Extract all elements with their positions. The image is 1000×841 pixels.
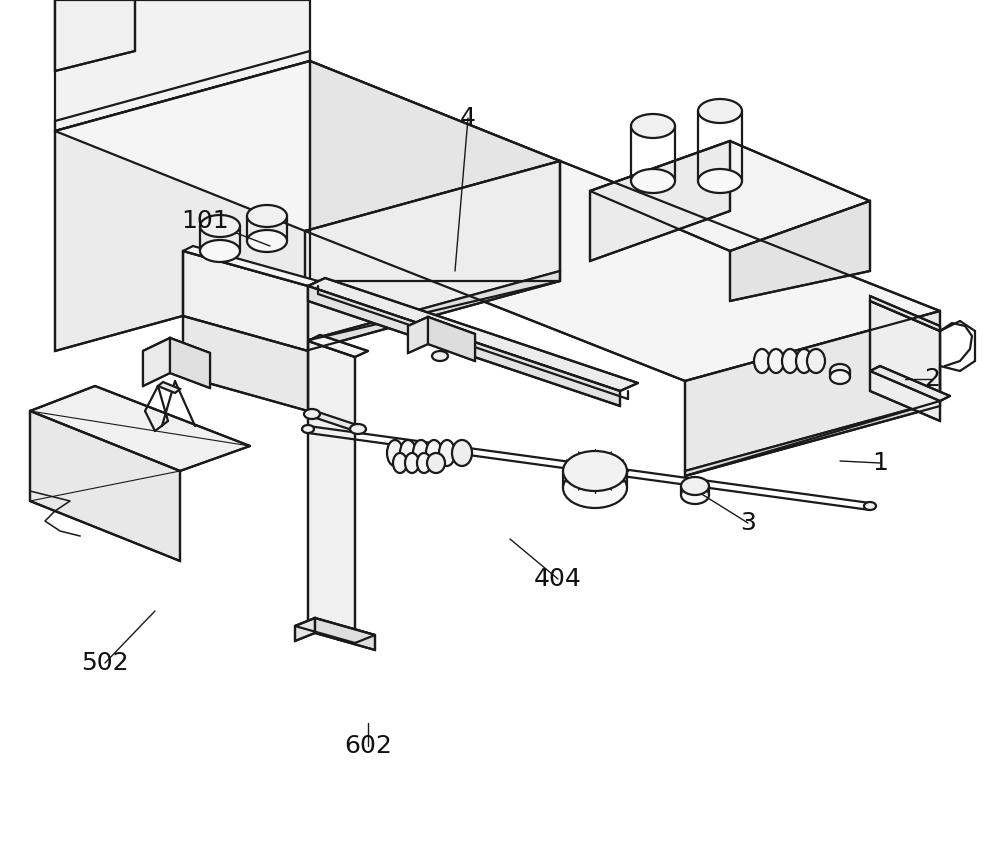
Ellipse shape (796, 349, 812, 373)
Ellipse shape (681, 477, 709, 495)
Ellipse shape (452, 440, 472, 466)
Polygon shape (590, 141, 730, 261)
Ellipse shape (302, 425, 314, 433)
Ellipse shape (782, 349, 798, 373)
Polygon shape (183, 251, 308, 351)
Polygon shape (143, 338, 170, 386)
Ellipse shape (807, 349, 825, 373)
Polygon shape (30, 411, 180, 561)
Polygon shape (295, 618, 315, 641)
Polygon shape (55, 0, 310, 131)
Ellipse shape (247, 205, 287, 227)
Polygon shape (310, 61, 560, 281)
Polygon shape (55, 61, 310, 351)
Polygon shape (315, 618, 375, 650)
Polygon shape (170, 338, 210, 388)
Polygon shape (408, 317, 428, 353)
Ellipse shape (830, 370, 850, 384)
Ellipse shape (432, 351, 448, 361)
Polygon shape (183, 246, 318, 286)
Ellipse shape (563, 468, 627, 508)
Text: 602: 602 (344, 734, 392, 758)
Ellipse shape (387, 440, 403, 466)
Ellipse shape (631, 114, 675, 138)
Polygon shape (158, 382, 180, 393)
Polygon shape (685, 401, 940, 476)
Polygon shape (870, 366, 950, 401)
Ellipse shape (393, 453, 407, 473)
Polygon shape (305, 161, 940, 381)
Text: 502: 502 (81, 651, 129, 675)
Ellipse shape (413, 440, 429, 466)
Ellipse shape (698, 99, 742, 123)
Ellipse shape (427, 453, 445, 473)
Ellipse shape (405, 453, 419, 473)
Text: 3: 3 (740, 511, 756, 535)
Polygon shape (30, 386, 250, 471)
Ellipse shape (631, 169, 675, 193)
Polygon shape (308, 286, 620, 406)
Ellipse shape (563, 451, 627, 491)
Polygon shape (590, 141, 870, 251)
Ellipse shape (417, 453, 431, 473)
Polygon shape (310, 412, 363, 431)
Polygon shape (428, 317, 475, 361)
Polygon shape (55, 61, 560, 231)
Ellipse shape (754, 349, 770, 373)
Text: 4: 4 (460, 106, 476, 130)
Polygon shape (685, 311, 940, 471)
Polygon shape (308, 335, 368, 357)
Polygon shape (308, 341, 355, 641)
Ellipse shape (304, 409, 320, 419)
Polygon shape (183, 316, 308, 411)
Polygon shape (308, 278, 638, 391)
Polygon shape (295, 618, 375, 643)
Ellipse shape (200, 215, 240, 237)
Ellipse shape (247, 230, 287, 252)
Ellipse shape (400, 440, 416, 466)
Ellipse shape (200, 240, 240, 262)
Polygon shape (143, 338, 210, 366)
Text: 2: 2 (924, 367, 940, 391)
Text: 404: 404 (534, 567, 582, 591)
Ellipse shape (768, 349, 784, 373)
Polygon shape (730, 201, 870, 301)
Polygon shape (305, 161, 560, 341)
Polygon shape (870, 301, 940, 421)
Ellipse shape (681, 486, 709, 504)
Ellipse shape (864, 502, 876, 510)
Ellipse shape (698, 169, 742, 193)
Polygon shape (305, 271, 560, 351)
Ellipse shape (830, 364, 850, 378)
Text: 101: 101 (181, 209, 229, 233)
Ellipse shape (426, 440, 442, 466)
Polygon shape (870, 296, 940, 331)
Polygon shape (408, 317, 475, 343)
Text: 1: 1 (872, 451, 888, 475)
Ellipse shape (350, 424, 366, 434)
Polygon shape (55, 0, 135, 71)
Ellipse shape (439, 440, 455, 466)
